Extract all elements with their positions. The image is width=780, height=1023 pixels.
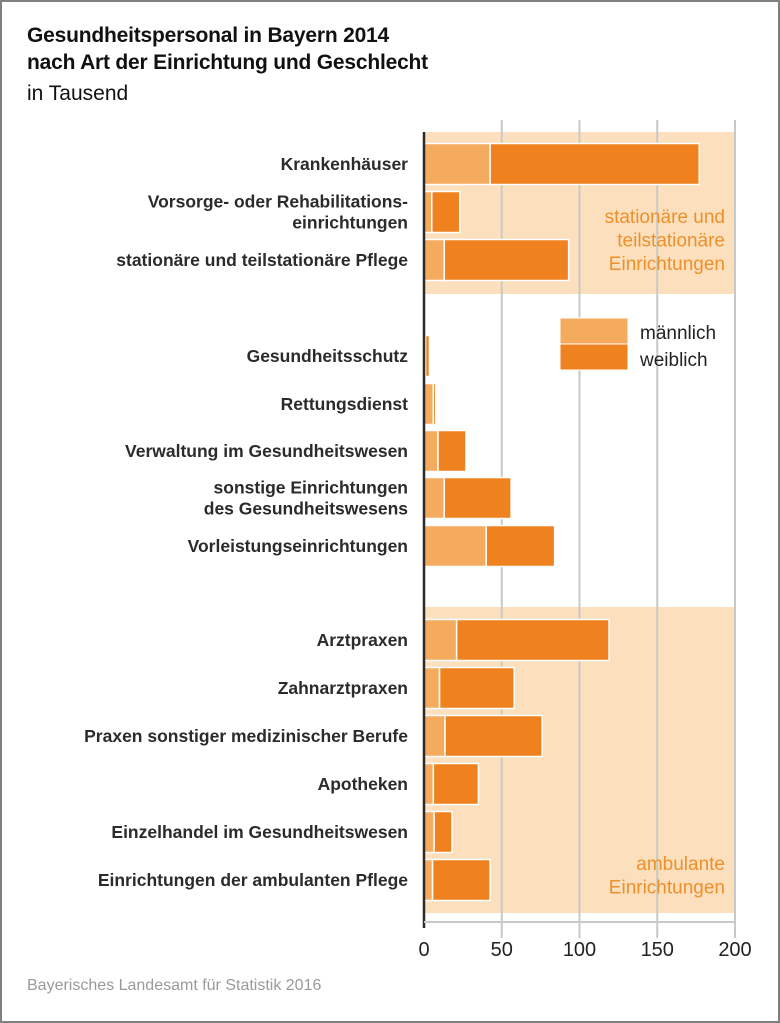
group-label-line: ambulante xyxy=(636,854,725,875)
bar-male-11 xyxy=(423,762,435,806)
bar-female-6 xyxy=(443,476,512,520)
category-label-line: des Gesundheitswesens xyxy=(204,499,409,519)
category-label: Arztpraxen xyxy=(317,630,408,650)
category-label: Rettungsdienst xyxy=(281,394,409,414)
bar-female-9 xyxy=(438,666,515,710)
bar-female-1 xyxy=(431,190,461,234)
group-label-0: stationäre und teilstationäre Einrichtunge… xyxy=(605,207,725,275)
category-label: Verwaltung im Gesundheitswesen xyxy=(125,441,408,461)
category-label-line: Einzelhandel im Gesundheitswesen xyxy=(111,822,408,842)
bar-female-13 xyxy=(431,858,491,902)
bar-female-8 xyxy=(455,618,610,662)
bar-male-4 xyxy=(423,382,435,426)
category-label: Krankenhäuser xyxy=(281,154,409,174)
bar-male-7 xyxy=(423,524,487,568)
category-label: stationäre und teilstationäre Pflege xyxy=(116,250,408,270)
group-label-line: stationäre und xyxy=(605,207,725,228)
category-label-line: Einrichtungen der ambulanten Pflege xyxy=(98,870,408,890)
category-label-line: sonstige Einrichtungen xyxy=(214,478,408,498)
bar-male-8 xyxy=(423,618,458,662)
chart-subtitle: in Tausend xyxy=(27,82,129,105)
bar-male-6 xyxy=(423,476,445,520)
bar-male-2 xyxy=(423,238,445,282)
category-label-line: Vorsorge- oder Rehabilitations- xyxy=(148,192,408,212)
source-note: Bayerisches Landesamt für Statistik 2016 xyxy=(27,977,322,994)
bar-male-13 xyxy=(423,858,434,902)
group-label-line: teilstationäre xyxy=(617,231,725,252)
bar-male-9 xyxy=(423,666,441,710)
x-tick-label: 100 xyxy=(563,939,596,961)
title-line-2: nach Art der Einrichtung und Geschlecht xyxy=(27,51,428,74)
category-label-line: Krankenhäuser xyxy=(281,154,409,174)
category-label-line: Praxen sonstiger medizinischer Berufe xyxy=(84,726,408,746)
category-label-line: Zahnarztpraxen xyxy=(278,678,408,698)
bar-female-7 xyxy=(485,524,556,568)
bar-male-5 xyxy=(423,429,439,473)
bar-male-12 xyxy=(423,810,435,854)
category-label: Gesundheitsschutz xyxy=(247,346,409,366)
legend-swatch-female xyxy=(559,343,629,371)
category-label-line: einrichtungen xyxy=(292,213,408,233)
category-label-line: Gesundheitsschutz xyxy=(247,346,409,366)
legend-swatch-male xyxy=(559,317,629,345)
category-label-line: Vorleistungseinrichtungen xyxy=(188,536,408,556)
x-tick-label: 150 xyxy=(641,939,674,961)
group-label-2: ambulante Einrichtungen xyxy=(609,854,725,899)
bar-female-0 xyxy=(489,142,700,186)
category-label-line: Verwaltung im Gesundheitswesen xyxy=(125,441,408,461)
bar-female-2 xyxy=(443,238,570,282)
legend-label-male: männlich xyxy=(640,323,716,344)
category-label-line: stationäre und teilstationäre Pflege xyxy=(116,250,408,270)
x-tick-label: 50 xyxy=(491,939,513,961)
x-tick-label: 200 xyxy=(718,939,751,961)
bar-male-0 xyxy=(423,142,491,186)
category-label: Praxen sonstiger medizinischer Berufe xyxy=(84,726,408,746)
category-label: Einrichtungen der ambulanten Pflege xyxy=(98,870,408,890)
bar-female-12 xyxy=(433,810,453,854)
legend-label-female: weiblich xyxy=(639,350,708,371)
category-label: Vorleistungseinrichtungen xyxy=(188,536,408,556)
bar-female-3 xyxy=(424,334,431,378)
title-line-1: Gesundheitspersonal in Bayern 2014 xyxy=(27,24,390,47)
group-label-line: Einrichtungen xyxy=(609,254,725,275)
category-label: Zahnarztpraxen xyxy=(278,678,408,698)
bar-female-5 xyxy=(437,429,467,473)
bar-female-10 xyxy=(444,714,543,758)
category-label-line: Rettungsdienst xyxy=(281,394,409,414)
category-label: sonstige Einrichtungen des Gesundheitswes… xyxy=(204,478,409,519)
category-label: Vorsorge- oder Rehabilitations-einrichtu… xyxy=(148,192,408,233)
category-label: Apotheken xyxy=(318,774,408,794)
bar-male-10 xyxy=(423,714,446,758)
group-label-line: Einrichtungen xyxy=(609,878,725,899)
category-label: Einzelhandel im Gesundheitswesen xyxy=(111,822,408,842)
category-label-line: Arztpraxen xyxy=(317,630,408,650)
bar-female-4 xyxy=(432,382,437,426)
category-label-line: Apotheken xyxy=(318,774,408,794)
bar-female-11 xyxy=(432,762,480,806)
chart-title: Gesundheitspersonal in Bayern 2014 nach … xyxy=(27,22,428,76)
x-tick-label: 0 xyxy=(418,939,429,961)
